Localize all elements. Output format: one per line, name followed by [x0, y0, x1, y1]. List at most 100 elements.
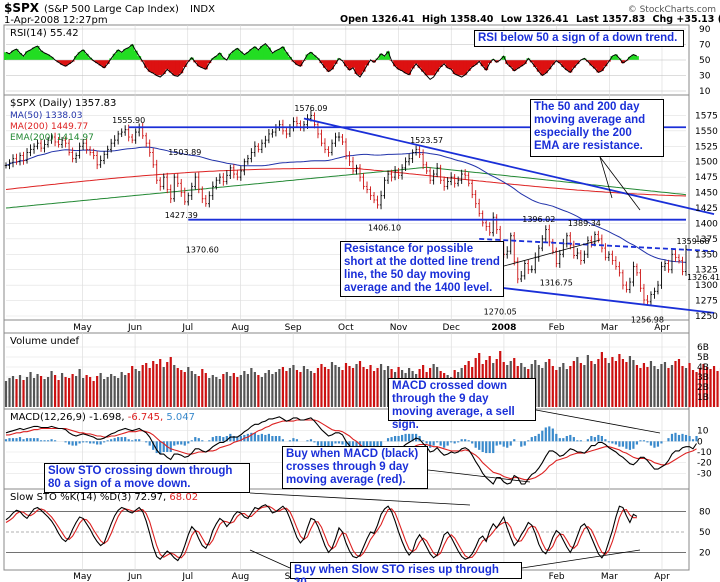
volume-bar: [103, 379, 106, 407]
macd-histogram-bar: [642, 440, 646, 442]
macd-histogram-bar: [541, 430, 544, 442]
macd-histogram-bar: [176, 441, 179, 445]
macd-histogram-bar: [386, 438, 390, 442]
volume-bar: [215, 377, 218, 407]
macd-histogram-bar: [173, 441, 176, 446]
price-tick-label: 1325: [695, 266, 718, 276]
volume-bar: [159, 359, 162, 407]
rsi-fill-bar: [463, 60, 468, 75]
annotation-macd-buy: Buy when MACD (black) crosses through 9 …: [282, 446, 428, 489]
macd-histogram-bar: [138, 439, 141, 442]
volume-bar: [208, 378, 211, 407]
rsi-fill-bar: [88, 57, 93, 60]
rsi-fill-bar: [421, 60, 426, 72]
low-price-label: 1270.05: [484, 308, 517, 317]
macd-histogram-bar: [208, 440, 211, 442]
rsi-line: [5, 43, 638, 81]
month-label-top: Nov: [390, 323, 408, 333]
volume-bar: [173, 365, 176, 407]
rsi-fill-bar: [123, 49, 128, 60]
volume-tick-label: 5B: [697, 353, 709, 363]
volume-title: Volume undef: [10, 336, 80, 347]
volume-bar: [302, 366, 306, 407]
macd-histogram-bar: [295, 439, 299, 442]
volume-bar: [327, 369, 330, 407]
low-price-label: 1256.98: [631, 316, 664, 325]
rsi-fill-bar: [323, 60, 327, 68]
macd-histogram-bar: [309, 439, 313, 442]
volume-bar: [225, 372, 228, 407]
volume-bar: [117, 378, 120, 407]
macd-histogram-bar: [509, 441, 512, 446]
macd-histogram-bar: [667, 438, 670, 442]
rsi-fill-bar: [126, 47, 131, 60]
macd-histogram-bar: [614, 441, 617, 445]
macd-histogram-bar: [572, 437, 575, 442]
price-tick-label: 1450: [695, 189, 718, 199]
volume-bar: [334, 365, 337, 407]
volume-bar: [131, 366, 134, 407]
macd-histogram-bar: [649, 441, 653, 446]
macd-histogram-bar: [11, 438, 15, 442]
volume-bar: [660, 364, 663, 407]
volume-bar: [67, 378, 71, 407]
macd-tick-label: 0: [697, 437, 703, 447]
macd-histogram-bar: [39, 440, 43, 442]
macd-histogram-bar: [306, 440, 309, 442]
annotation-sto-down: Slow STO crossing down through 80 a sign…: [44, 463, 250, 493]
macd-histogram-bar: [281, 439, 285, 442]
rsi-fill-bar: [165, 60, 170, 70]
macd-histogram-bar: [576, 440, 579, 442]
macd-histogram-bar: [334, 441, 337, 444]
macd-histogram-bar: [562, 438, 565, 442]
volume-bar: [15, 379, 18, 407]
macd-histogram-bar: [78, 441, 81, 444]
volume-bar: [246, 374, 249, 407]
macd-histogram-bar: [96, 441, 99, 445]
month-label-top: Jun: [127, 323, 142, 333]
macd-histogram-bar: [67, 441, 71, 445]
macd-histogram-bar: [625, 441, 628, 449]
macd-histogram-bar: [467, 440, 470, 442]
volume-bar: [267, 370, 270, 407]
rsi-fill-bar: [308, 52, 313, 60]
rsi-fill-bar: [263, 44, 268, 60]
rsi-fill-bar: [112, 53, 117, 60]
volume-bar: [292, 365, 295, 407]
macd-tick-label: -20: [697, 459, 712, 469]
macd-histogram-bar: [681, 433, 684, 442]
macd-histogram-bar: [64, 441, 67, 443]
volume-bar: [562, 363, 565, 407]
volume-bar: [4, 381, 8, 407]
rsi-fill-bar: [596, 60, 601, 73]
macd-histogram-bar: [215, 436, 218, 442]
macd-histogram-bar: [670, 433, 674, 442]
rsi-fill-bar: [361, 60, 366, 72]
volume-bar: [372, 371, 376, 407]
macd-histogram-bar: [292, 438, 295, 442]
macd-histogram-bar: [506, 441, 509, 448]
volume-bar: [8, 378, 11, 407]
volume-bar: [681, 366, 684, 407]
volume-bar: [110, 374, 113, 407]
volume-bar: [579, 363, 582, 407]
macd-histogram-bar: [558, 438, 561, 442]
macd-histogram-bar: [400, 434, 404, 442]
macd-histogram-bar: [674, 432, 677, 442]
volume-bar: [646, 367, 649, 407]
macd-histogram-bar: [162, 441, 165, 452]
volume-bar: [695, 372, 698, 407]
volume-bar: [176, 368, 179, 407]
annotation-resistance: Resistance for possible short at the dot…: [340, 241, 504, 297]
rsi-fill-bar: [144, 60, 149, 68]
macd-histogram-bar: [85, 441, 88, 443]
volume-tick-label: 2B: [697, 383, 709, 393]
rsi-fill-bar: [81, 49, 86, 60]
rsi-fill-bar: [217, 53, 222, 60]
volume-bar: [684, 368, 688, 407]
macd-histogram-bar: [250, 432, 253, 442]
rsi-fill-bar: [372, 60, 376, 63]
rsi-fill-bar: [536, 60, 541, 72]
macd-histogram-bar: [187, 441, 190, 444]
